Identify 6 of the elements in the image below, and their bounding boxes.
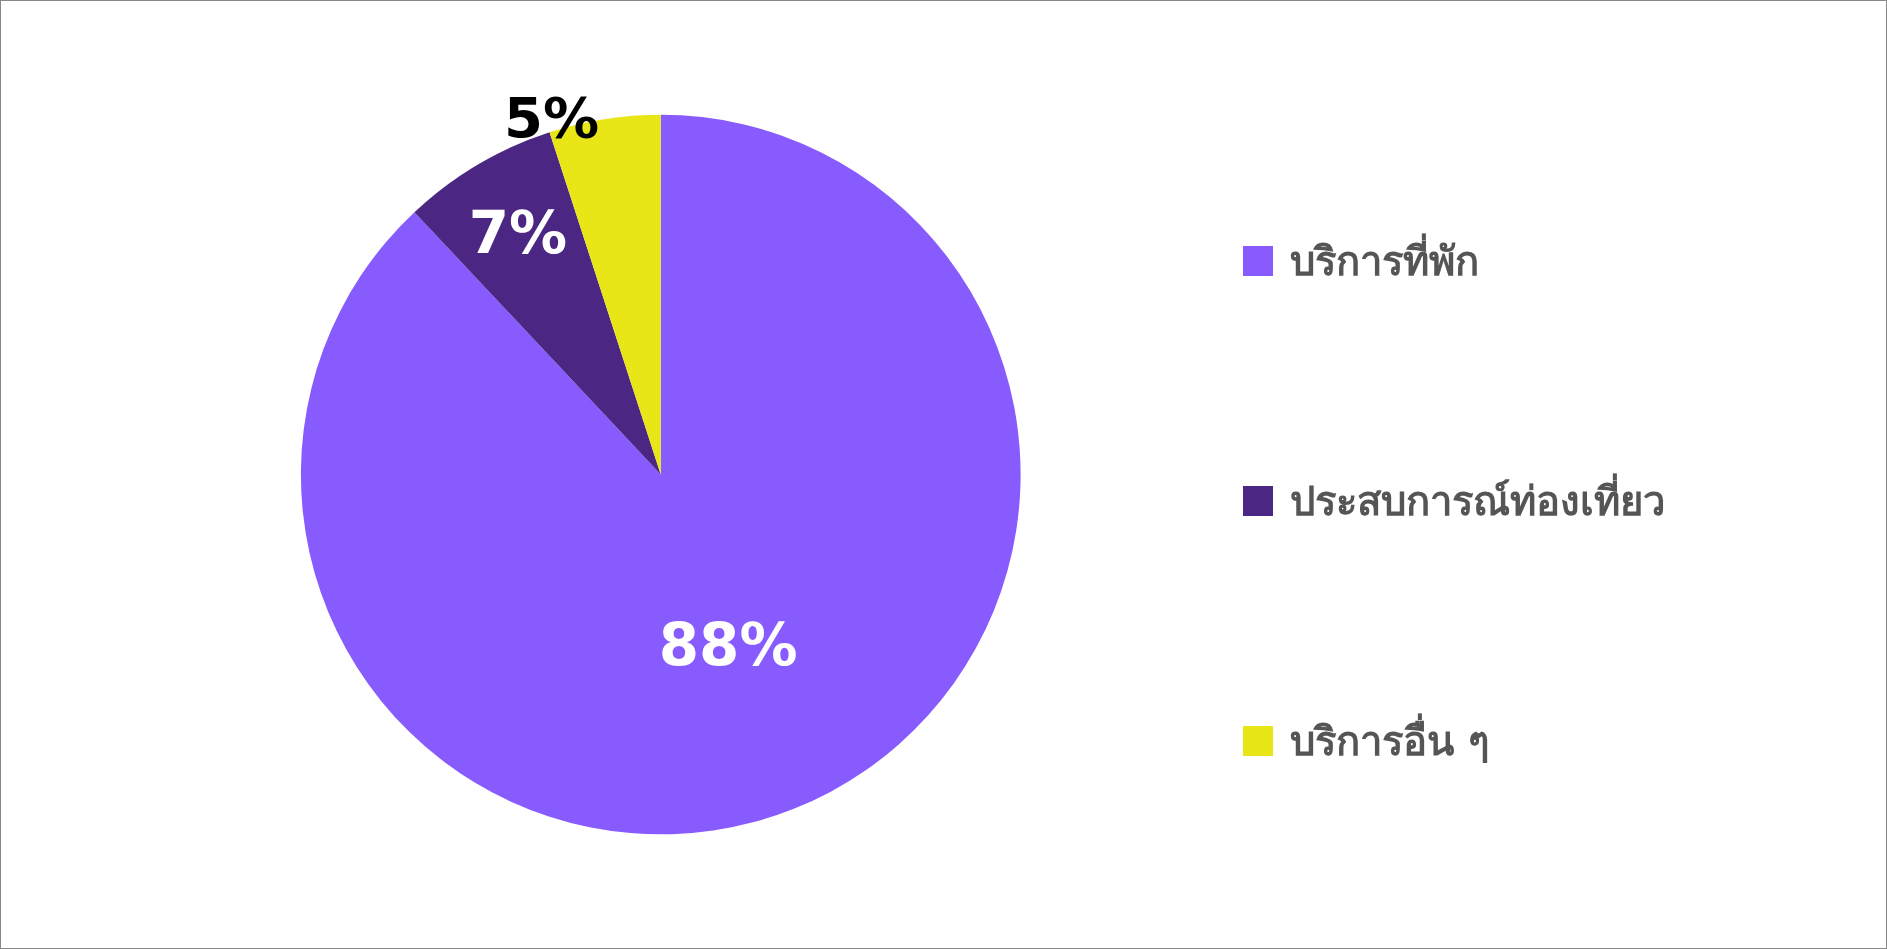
legend-label: ประสบการณ์ท่องเที่ยว: [1290, 473, 1665, 524]
legend-label: บริการที่พัก: [1290, 233, 1479, 284]
data-label: 5%: [504, 84, 600, 150]
legend-label: บริการอื่น ๆ: [1290, 713, 1489, 764]
data-label: 88%: [658, 610, 798, 679]
data-label: 7%: [468, 198, 568, 267]
